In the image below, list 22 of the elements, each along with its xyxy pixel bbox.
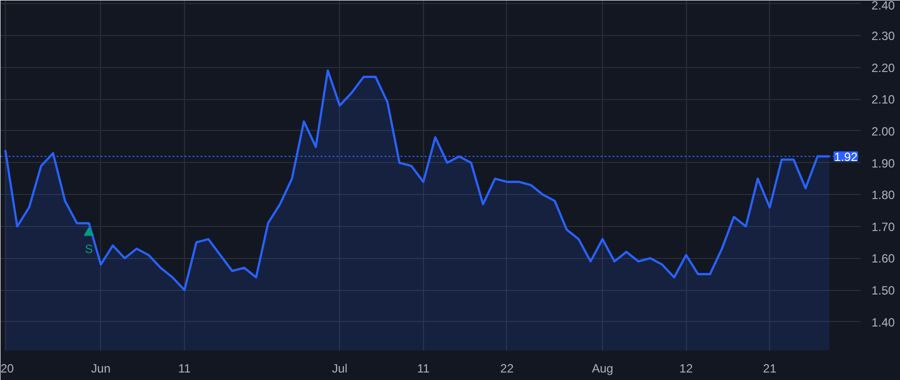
ref-line-label: 1.92 <box>834 150 858 164</box>
y-tick-label: 1.80 <box>872 188 896 202</box>
y-tick-label: 1.70 <box>872 220 896 234</box>
x-tick-label: Jul <box>332 362 348 376</box>
y-tick-label: 1.90 <box>872 156 896 170</box>
x-tick-label: 21 <box>763 362 777 376</box>
y-tick-label: 1.60 <box>872 252 896 266</box>
y-tick-label: 1.50 <box>872 284 896 298</box>
x-tick-label: 12 <box>679 362 694 376</box>
y-tick-label: 2.20 <box>872 60 896 75</box>
y-tick-label: 2.00 <box>872 124 896 138</box>
x-tick-label: Jun <box>91 362 111 376</box>
x-tick-label: Aug <box>592 362 614 376</box>
y-tick-label: 2.10 <box>872 92 896 107</box>
x-tick-label: 11 <box>417 362 430 376</box>
y-tick-label: 2.30 <box>872 29 896 43</box>
y-tick-label: 1.40 <box>872 315 896 330</box>
x-tick-label: 11 <box>178 362 191 376</box>
x-tick-label: 22 <box>500 362 514 376</box>
y-tick-label: 2.40 <box>872 0 896 12</box>
x-tick-label: 20 <box>0 362 14 376</box>
series-label: S <box>84 242 93 256</box>
